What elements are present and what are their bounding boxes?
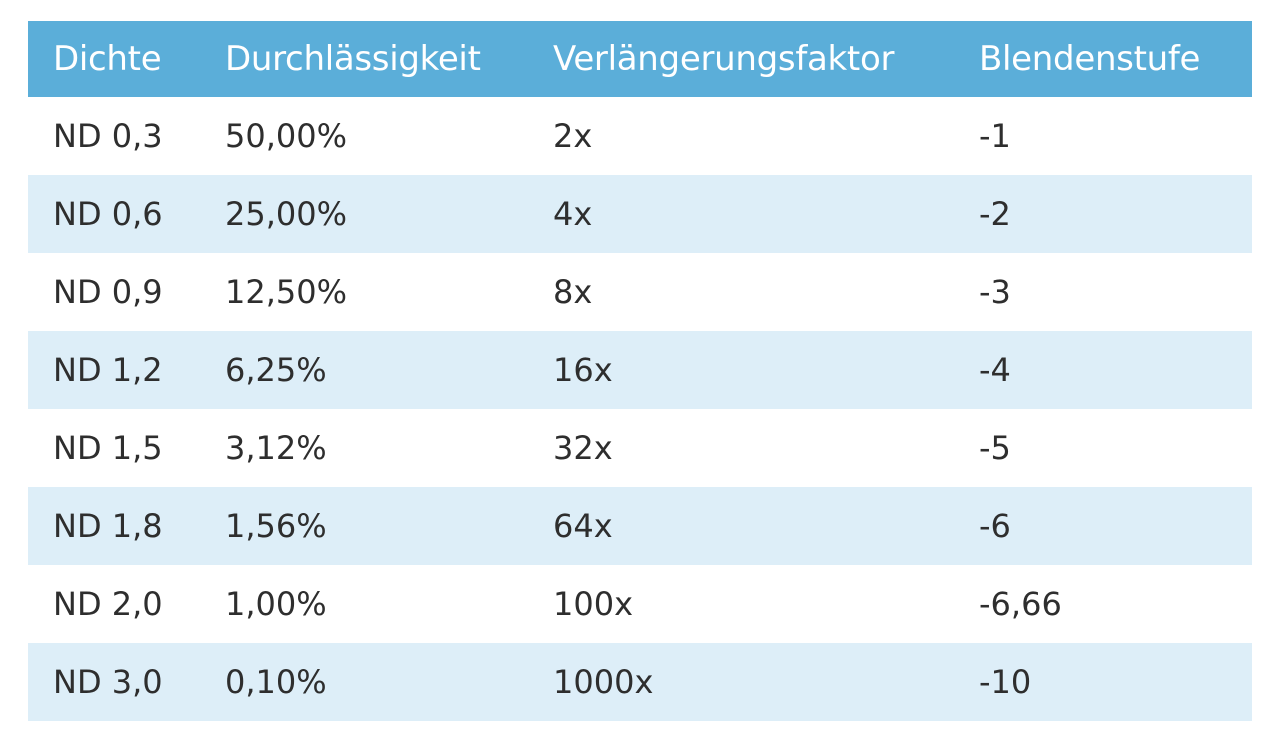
table-header-row: Dichte Durchlässigkeit Verlängerungsfakt…: [28, 21, 1252, 97]
cell-dichte: ND 1,8: [53, 507, 163, 545]
nd-filter-table: Dichte Durchlässigkeit Verlängerungsfakt…: [28, 21, 1252, 721]
cell-blendenstufe: -4: [979, 351, 1011, 389]
cell-verlaengerungsfaktor: 64x: [553, 507, 613, 545]
cell-dichte: ND 1,5: [53, 429, 163, 467]
cell-durchlaessigkeit: 12,50%: [225, 273, 348, 311]
cell-blendenstufe: -5: [979, 429, 1011, 467]
header-dichte: Dichte: [28, 21, 200, 97]
cell-dichte: ND 3,0: [53, 663, 163, 701]
cell-verlaengerungsfaktor: 32x: [553, 429, 613, 467]
cell-blendenstufe: -10: [979, 663, 1032, 701]
cell-verlaengerungsfaktor: 4x: [553, 195, 593, 233]
cell-blendenstufe: -6: [979, 507, 1011, 545]
header-durchlaessigkeit: Durchlässigkeit: [200, 21, 528, 97]
table-row: ND 0,9 12,50% 8x -3: [28, 253, 1252, 331]
cell-verlaengerungsfaktor: 2x: [553, 117, 593, 155]
cell-blendenstufe: -1: [979, 117, 1011, 155]
table-row: ND 3,0 0,10% 1000x -10: [28, 643, 1252, 721]
cell-durchlaessigkeit: 3,12%: [225, 429, 327, 467]
cell-dichte: ND 0,6: [53, 195, 163, 233]
cell-blendenstufe: -6,66: [979, 585, 1062, 623]
table-row: ND 1,8 1,56% 64x -6: [28, 487, 1252, 565]
cell-durchlaessigkeit: 0,10%: [225, 663, 327, 701]
table-row: ND 2,0 1,00% 100x -6,66: [28, 565, 1252, 643]
table-row: ND 0,6 25,00% 4x -2: [28, 175, 1252, 253]
cell-durchlaessigkeit: 1,00%: [225, 585, 327, 623]
cell-durchlaessigkeit: 1,56%: [225, 507, 327, 545]
cell-dichte: ND 1,2: [53, 351, 163, 389]
cell-verlaengerungsfaktor: 8x: [553, 273, 593, 311]
nd-filter-table-container: Dichte Durchlässigkeit Verlängerungsfakt…: [28, 21, 1252, 721]
cell-verlaengerungsfaktor: 100x: [553, 585, 634, 623]
cell-verlaengerungsfaktor: 16x: [553, 351, 613, 389]
header-verlaengerungsfaktor: Verlängerungsfaktor: [528, 21, 954, 97]
cell-durchlaessigkeit: 50,00%: [225, 117, 348, 155]
cell-dichte: ND 0,9: [53, 273, 163, 311]
table-row: ND 1,5 3,12% 32x -5: [28, 409, 1252, 487]
cell-verlaengerungsfaktor: 1000x: [553, 663, 654, 701]
table-row: ND 1,2 6,25% 16x -4: [28, 331, 1252, 409]
cell-durchlaessigkeit: 25,00%: [225, 195, 348, 233]
cell-blendenstufe: -3: [979, 273, 1011, 311]
cell-dichte: ND 2,0: [53, 585, 163, 623]
cell-dichte: ND 0,3: [53, 117, 163, 155]
cell-durchlaessigkeit: 6,25%: [225, 351, 327, 389]
table-row: ND 0,3 50,00% 2x -1: [28, 97, 1252, 175]
cell-blendenstufe: -2: [979, 195, 1011, 233]
header-blendenstufe: Blendenstufe: [954, 21, 1252, 97]
